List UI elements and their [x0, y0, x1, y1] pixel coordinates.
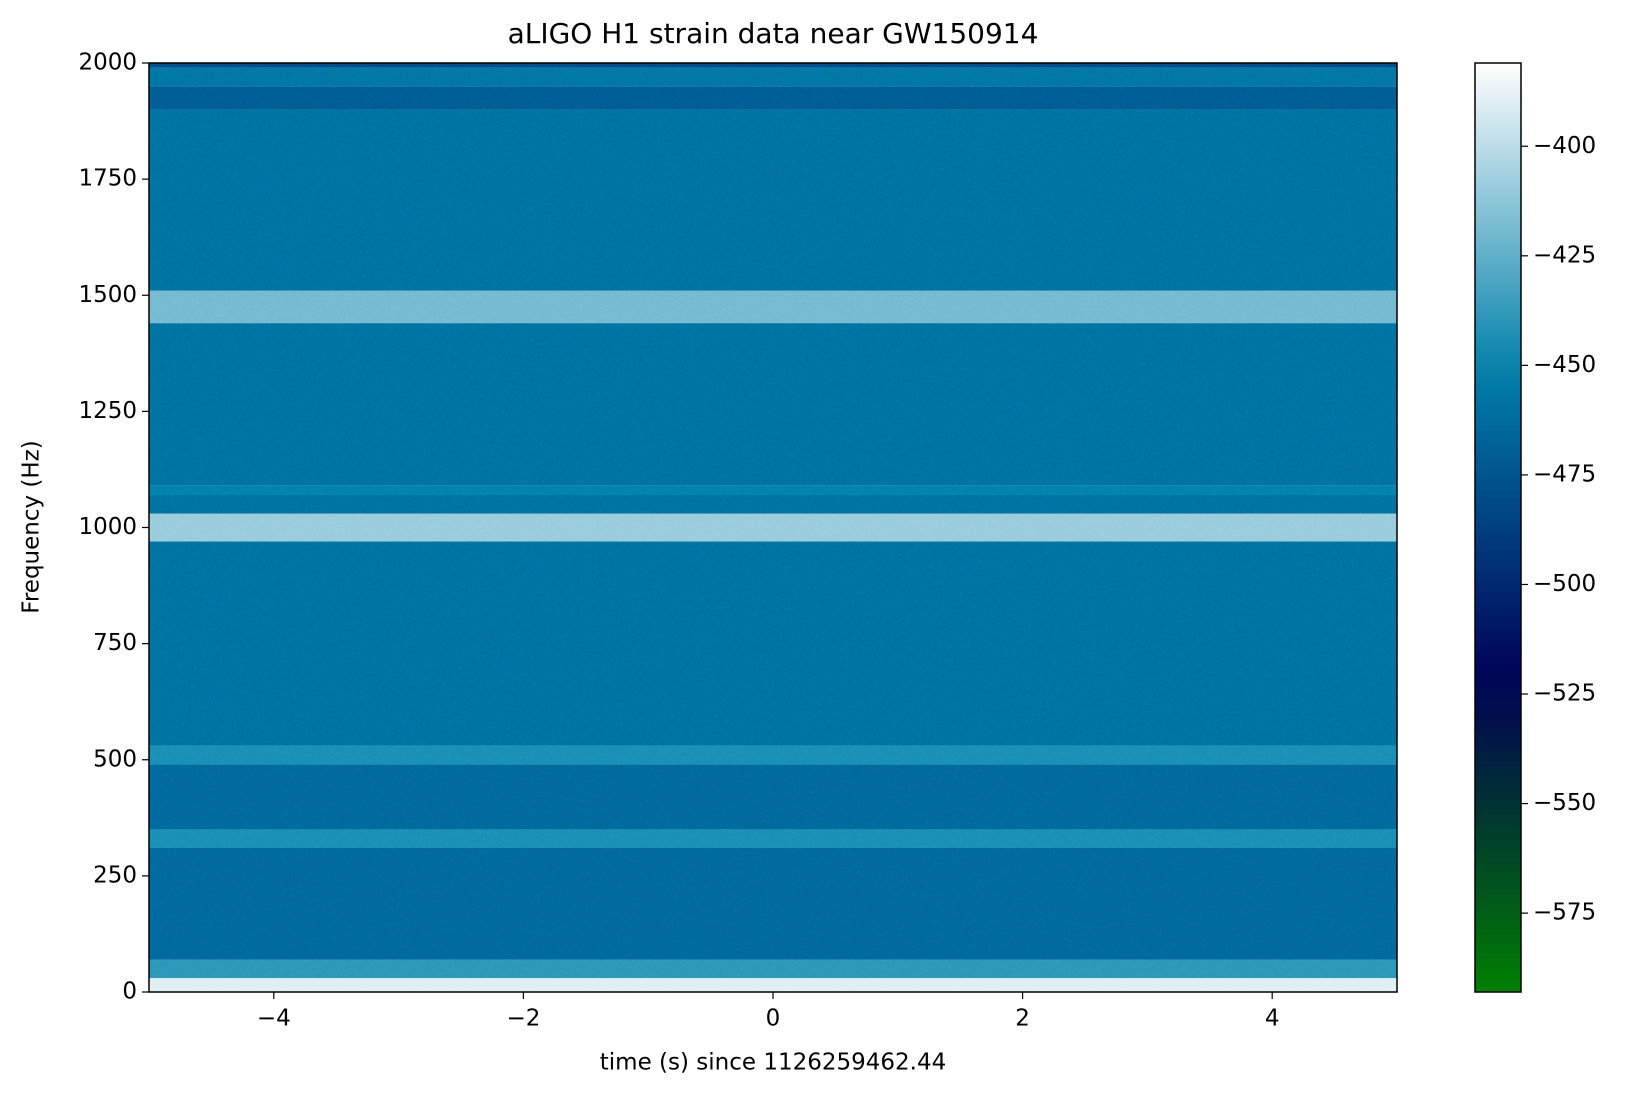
colorbar-tick-label: −400	[1533, 133, 1596, 159]
x-tick-label: 0	[766, 1006, 781, 1032]
colorbar-tick-label: −500	[1533, 571, 1596, 597]
y-tick-label: 0	[122, 979, 137, 1005]
y-tick-label: 2000	[78, 50, 137, 76]
y-axis-label: Frequency (Hz)	[19, 440, 45, 613]
x-axis-label: time (s) since 1126259462.44	[600, 1050, 946, 1076]
colorbar-tick-label: −550	[1533, 790, 1596, 816]
y-tick-label: 1500	[78, 282, 137, 308]
x-tick-label: 4	[1265, 1006, 1280, 1032]
y-tick-label: 750	[93, 630, 137, 656]
y-tick-label: 1000	[78, 514, 137, 540]
colorbar-tick-label: −475	[1533, 461, 1596, 487]
colorbar	[1474, 62, 1522, 993]
colorbar-tick-label: −525	[1533, 681, 1596, 707]
x-tick-label: 2	[1015, 1006, 1030, 1032]
chart-title: aLIGO H1 strain data near GW150914	[508, 17, 1039, 50]
y-tick-label: 1750	[78, 166, 137, 192]
plot-area	[149, 63, 1397, 992]
x-tick-label: −4	[257, 1006, 291, 1032]
y-tick-label: 500	[93, 746, 137, 772]
colorbar-tick-label: −425	[1533, 242, 1596, 268]
texture	[149, 63, 1397, 992]
y-tick-label: 1250	[78, 398, 137, 424]
colorbar-tick-label: −450	[1533, 352, 1596, 378]
y-tick-label: 250	[93, 862, 137, 888]
x-tick-label: −2	[506, 1006, 540, 1032]
colorbar-tick-label: −575	[1533, 900, 1596, 926]
